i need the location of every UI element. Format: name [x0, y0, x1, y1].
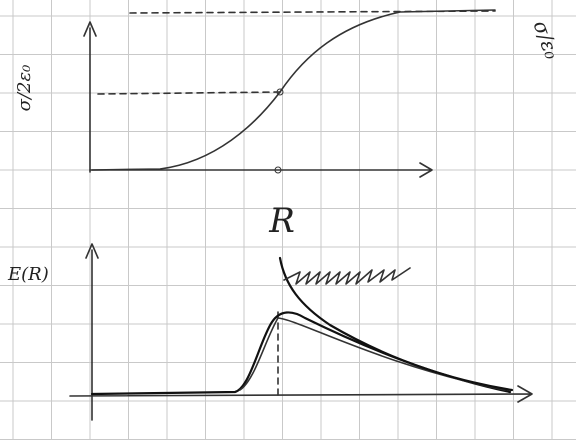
half-level [97, 91, 281, 95]
bottom-x-axis [69, 385, 533, 403]
top-y-axis [83, 21, 97, 173]
midpoint [276, 88, 284, 96]
top-x-axis [89, 162, 433, 178]
bottom-y-axis [85, 243, 99, 421]
r-tick [274, 166, 282, 174]
x-label: R [268, 201, 295, 241]
outer-field [278, 256, 514, 392]
hatching [283, 267, 411, 285]
field-curve-2 [239, 317, 506, 391]
top-right-label: σ/ε₀ [529, 17, 565, 62]
upper-asymptote [129, 10, 496, 14]
top-y-label: σ/2ε₀ [14, 65, 35, 112]
bottom-plot: E(R) [7, 243, 533, 421]
sigmoid-curve [91, 9, 496, 171]
top-plot: σ/2ε₀ σ/ε₀ [14, 9, 565, 178]
bottom-y-label: E(R) [7, 264, 49, 285]
